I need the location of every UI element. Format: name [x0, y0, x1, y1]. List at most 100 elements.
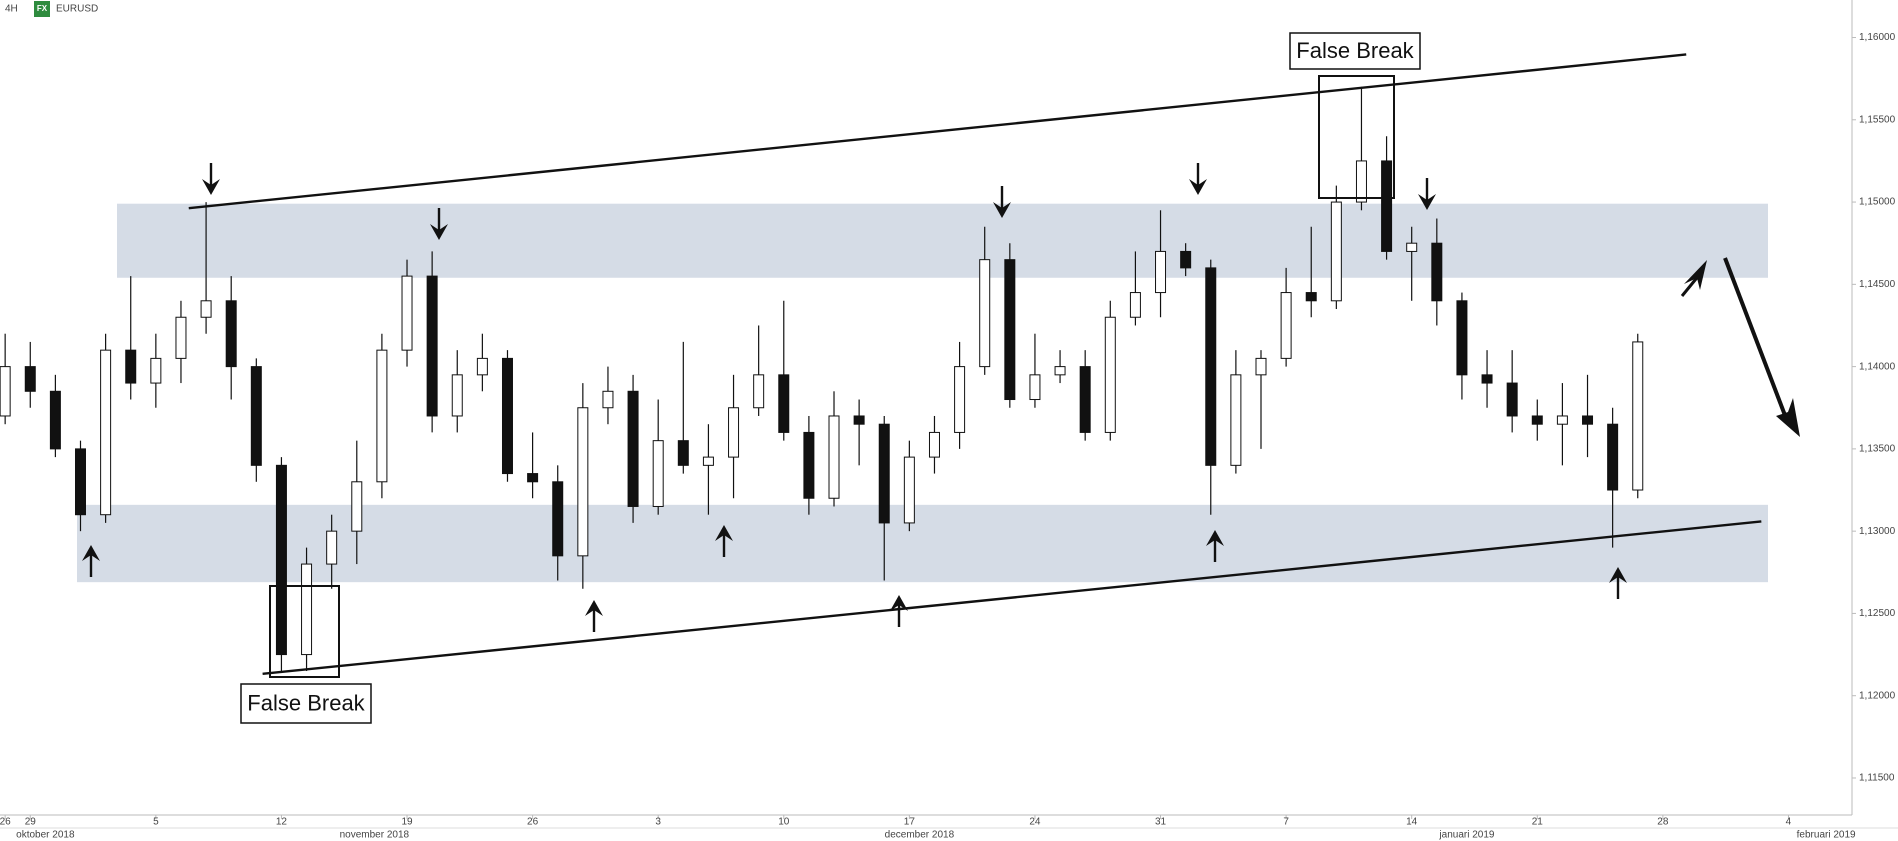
candle-body — [1406, 242, 1418, 252]
false-break-box — [1318, 75, 1395, 199]
candle-body — [1255, 357, 1267, 376]
candle-body — [150, 357, 162, 384]
x-tick-label: 12 — [276, 817, 288, 828]
candle-body — [1104, 316, 1116, 433]
candle-body — [1205, 267, 1217, 466]
candle-body — [979, 259, 991, 368]
month-label: februari 2019 — [1797, 830, 1856, 841]
candle-body — [928, 431, 940, 458]
candle-body — [1054, 366, 1066, 376]
x-tick-label: 28 — [1657, 817, 1669, 828]
candle-body — [1506, 382, 1518, 417]
arrow-head — [1776, 398, 1800, 437]
trendline — [188, 53, 1687, 210]
arrow-head — [202, 179, 220, 195]
x-tick-label: 7 — [1283, 817, 1289, 828]
candle-body — [326, 530, 338, 565]
month-label: november 2018 — [340, 830, 410, 841]
x-tick-label: 26 — [527, 817, 539, 828]
candle-body — [426, 275, 438, 417]
arrow-head — [715, 525, 733, 541]
candle-body — [878, 423, 890, 524]
false-break-box — [269, 585, 340, 678]
zone — [117, 203, 1768, 278]
candle-body — [753, 374, 765, 409]
candle-body — [1180, 250, 1192, 269]
candle-body — [451, 374, 463, 417]
candle-body — [577, 407, 589, 557]
candle-body — [1531, 415, 1543, 425]
y-tick-label: 1,14500 — [1859, 279, 1896, 290]
candle-body — [602, 390, 614, 409]
candle-body — [225, 300, 237, 368]
y-tick-label: 1,16000 — [1859, 32, 1896, 43]
x-tick-label: 29 — [25, 817, 37, 828]
y-tick-label: 1,13000 — [1859, 526, 1896, 537]
candle-body — [175, 316, 187, 359]
x-tick-label: 31 — [1155, 817, 1167, 828]
y-tick-label: 1,15000 — [1859, 197, 1896, 208]
arrow-head — [1609, 567, 1627, 583]
y-tick-label: 1,13500 — [1859, 444, 1896, 455]
candle-body — [954, 366, 966, 433]
candle-body — [74, 448, 86, 516]
candle-body — [476, 357, 488, 376]
arrow-shaft — [1723, 257, 1788, 419]
x-tick-label: 3 — [655, 817, 661, 828]
x-tick-label: 24 — [1029, 817, 1041, 828]
candle-body — [1632, 341, 1644, 491]
badge-bg — [34, 1, 50, 17]
candle-body — [1381, 160, 1393, 252]
month-label: januari 2019 — [1438, 830, 1494, 841]
annotation: False Break — [1296, 38, 1414, 63]
candle-body — [1330, 201, 1342, 302]
y-tick-label: 1,11500 — [1859, 773, 1895, 784]
x-tick-label: 19 — [401, 817, 413, 828]
candle-body — [1305, 292, 1317, 302]
x-tick-label: 10 — [778, 817, 790, 828]
candle-body — [1582, 415, 1594, 425]
candle-body — [778, 374, 790, 433]
candle-body — [1456, 300, 1468, 376]
arrow-head — [82, 545, 100, 561]
annotation-box — [1289, 32, 1421, 70]
annotation: False Break — [247, 690, 365, 715]
arrow-head — [585, 600, 603, 616]
candle-body — [828, 415, 840, 499]
candle-body — [627, 390, 639, 507]
candle-body — [1556, 415, 1568, 425]
arrow-head — [1418, 194, 1436, 210]
candle-body — [1230, 374, 1242, 466]
candle-body — [1155, 250, 1167, 294]
arrow-head — [993, 202, 1011, 218]
badge: FX — [37, 4, 48, 13]
candle-body — [100, 349, 112, 516]
candle-body — [652, 440, 664, 507]
candle-body — [702, 456, 714, 466]
arrow-head — [430, 224, 448, 240]
candle-body — [1004, 259, 1016, 401]
y-tick-label: 1,14000 — [1859, 361, 1896, 372]
candle-body — [1431, 242, 1443, 302]
candle-body — [853, 415, 865, 425]
candle-body — [1029, 374, 1041, 401]
candle-body — [728, 407, 740, 458]
candle-body — [501, 357, 513, 475]
candle-body — [527, 473, 539, 483]
month-label: oktober 2018 — [16, 830, 75, 841]
candle-body — [1280, 292, 1292, 359]
annotation-box — [240, 683, 372, 724]
x-tick-label: 14 — [1406, 817, 1418, 828]
candle-body — [552, 481, 564, 557]
candle-body — [301, 563, 313, 656]
candle-body — [1129, 292, 1141, 318]
candle-body — [200, 300, 212, 318]
arrow-head — [1684, 260, 1707, 290]
candle-body — [49, 390, 61, 450]
arrow-head — [1189, 179, 1207, 195]
y-tick-label: 1,12000 — [1859, 690, 1896, 701]
month-label: december 2018 — [885, 830, 955, 841]
candle-body — [351, 481, 363, 532]
candle-body — [250, 366, 262, 466]
